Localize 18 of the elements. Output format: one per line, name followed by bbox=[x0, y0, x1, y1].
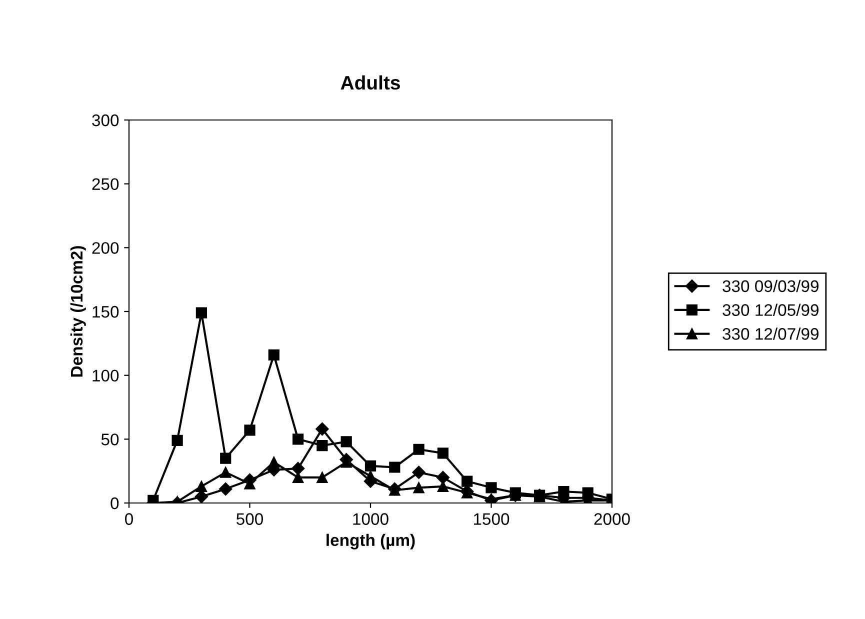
legend-label: 330 09/03/99 bbox=[722, 280, 818, 292]
legend-label: 330 12/05/99 bbox=[722, 304, 818, 316]
x-tick-label: 500 bbox=[236, 513, 264, 525]
y-tick-label: 300 bbox=[92, 114, 119, 126]
y-tick-label: 200 bbox=[92, 242, 119, 254]
x-tick-label: 2000 bbox=[594, 513, 630, 525]
x-tick-label: 1500 bbox=[474, 513, 510, 525]
x-tick-label: 0 bbox=[125, 513, 133, 525]
legend-label: 330 12/07/99 bbox=[722, 328, 818, 340]
y-tick-label: 100 bbox=[92, 370, 119, 382]
x-tick-label: 1000 bbox=[353, 513, 388, 525]
y-tick-label: 250 bbox=[92, 178, 119, 190]
chart-title: Adults bbox=[340, 75, 400, 90]
y-tick-label: 0 bbox=[110, 497, 119, 510]
x-axis-title: length (µm) bbox=[326, 534, 415, 550]
y-tick-label: 150 bbox=[92, 306, 119, 318]
y-tick-label: 50 bbox=[101, 434, 119, 446]
y-axis-title: Density (/10cm2) bbox=[70, 246, 86, 377]
